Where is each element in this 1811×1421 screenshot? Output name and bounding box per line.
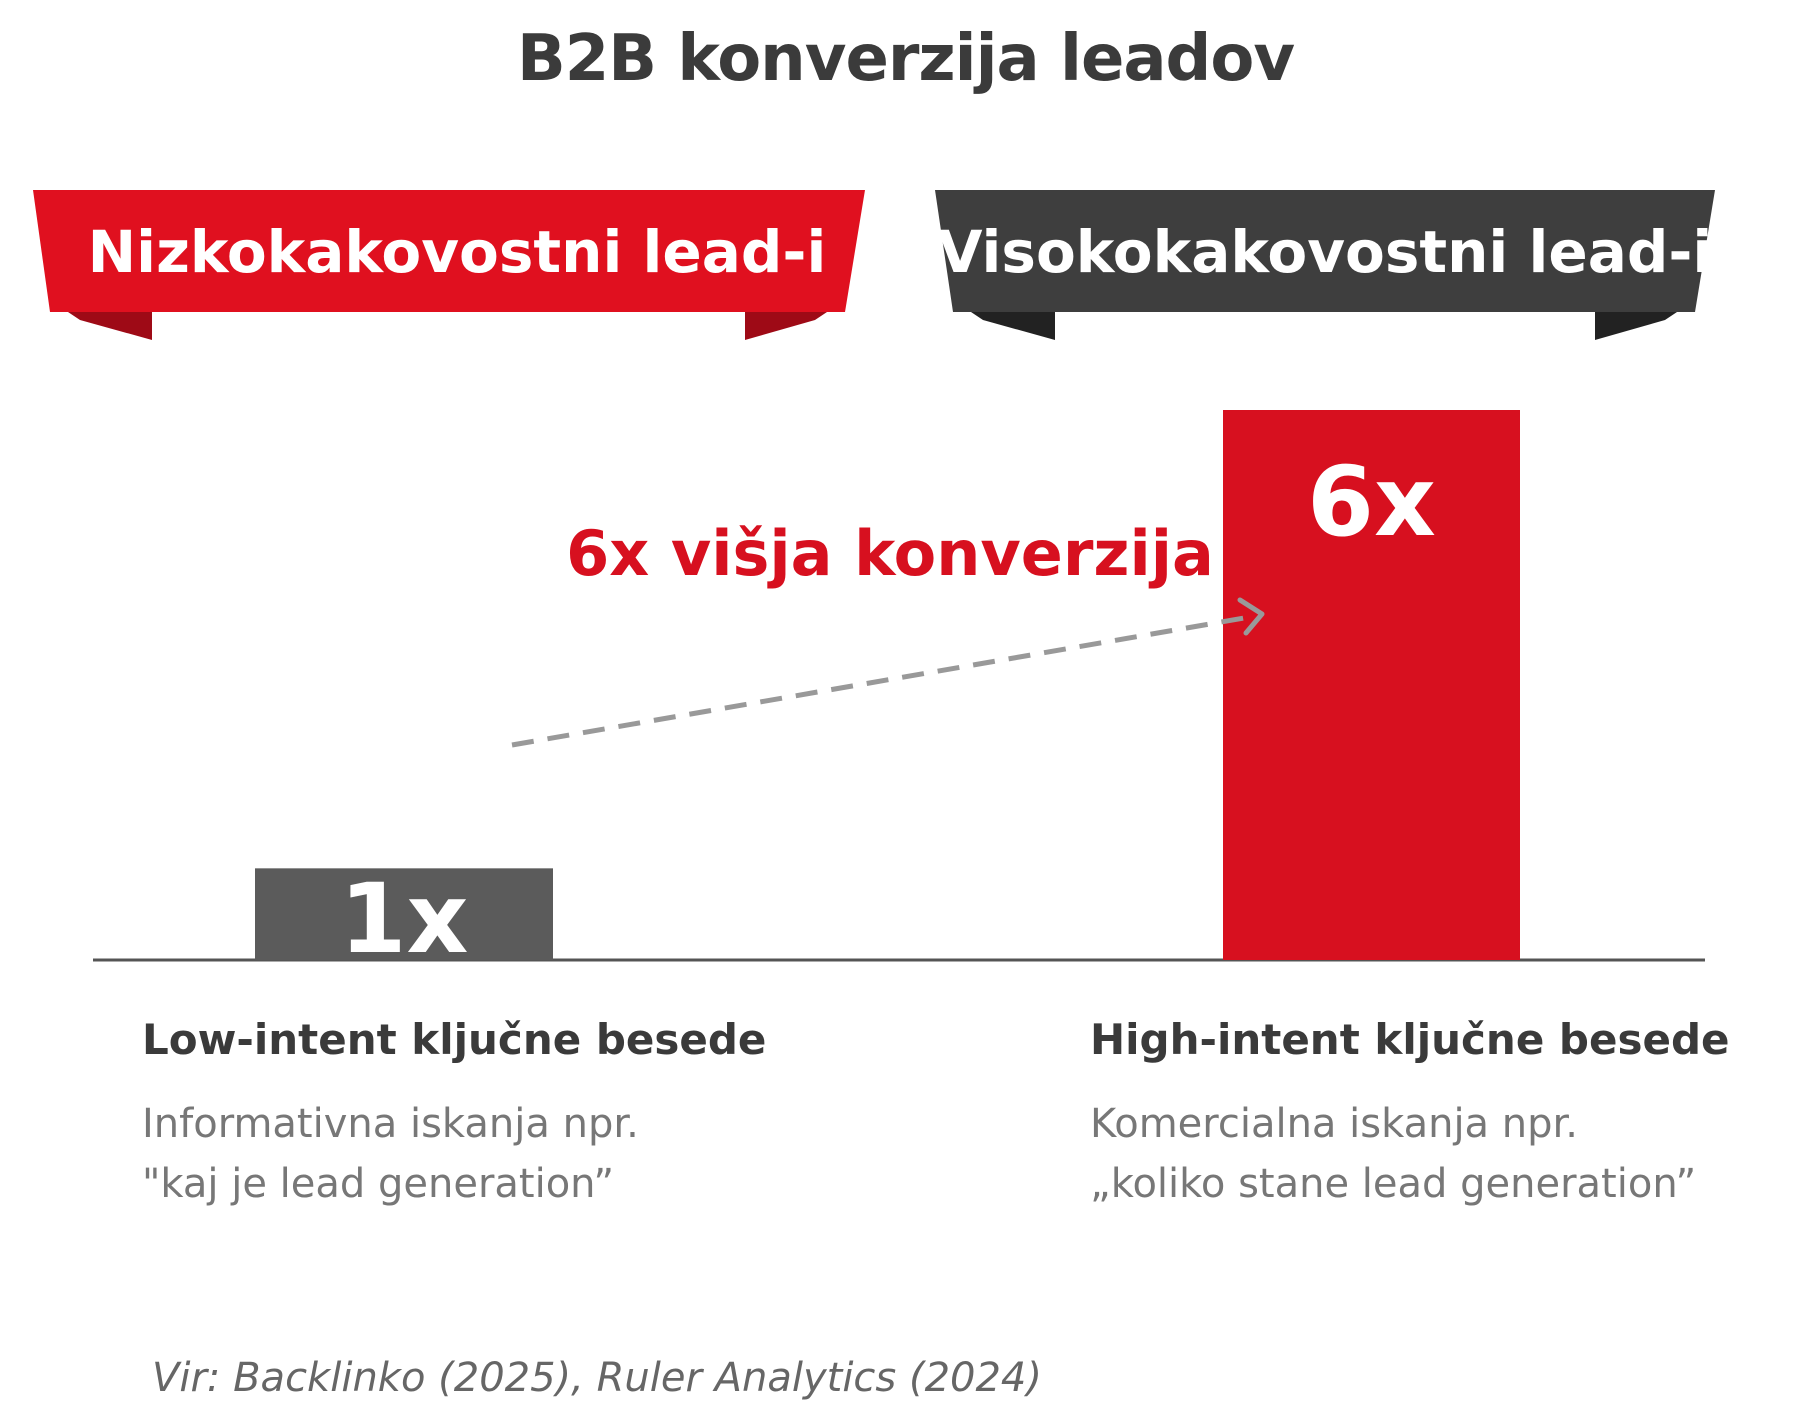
category-low-intent-title: Low-intent ključne besede: [142, 1015, 767, 1064]
bar-high-intent: [1223, 410, 1520, 960]
banner-low-label: Nizkokakovostni lead-i: [88, 218, 827, 286]
banner-high-body: [935, 190, 1715, 312]
category-high-intent-desc-line1: Komercialna iskanja npr.: [1090, 1101, 1579, 1147]
bar-low-intent: [255, 868, 553, 960]
category-low-intent-desc-line1: Informativna iskanja npr.: [142, 1101, 639, 1147]
chart-title: B2B konverzija leadov: [516, 22, 1295, 96]
comparison-arrow-head-icon: [1237, 597, 1265, 636]
category-high-intent: High-intent ključne besede Komercialna i…: [1090, 1015, 1810, 1214]
category-high-intent-title: High-intent ključne besede: [1090, 1015, 1730, 1064]
conversion-annotation: 6x višja konverzija: [566, 517, 1214, 590]
category-low-intent-desc-line2: "kaj je lead generation”: [142, 1161, 615, 1207]
banner-low-body: [33, 190, 865, 312]
banner-high-label: Visokokakovostni lead-i: [938, 218, 1713, 286]
comparison-arrow-line: [511, 614, 1251, 748]
banner-high: Visokokakovostni lead-i: [935, 190, 1715, 340]
bar-low-intent-label: 1x: [340, 863, 469, 975]
category-low-intent: Low-intent ključne besede Informativna i…: [142, 1015, 862, 1214]
source-note: Vir: Backlinko (2025), Ruler Analytics (…: [152, 1355, 1042, 1401]
banner-low: Nizkokakovostni lead-i: [33, 190, 865, 340]
category-high-intent-desc-line2: „koliko stane lead generation”: [1090, 1161, 1697, 1207]
bar-high-intent-label: 6x: [1307, 446, 1436, 558]
